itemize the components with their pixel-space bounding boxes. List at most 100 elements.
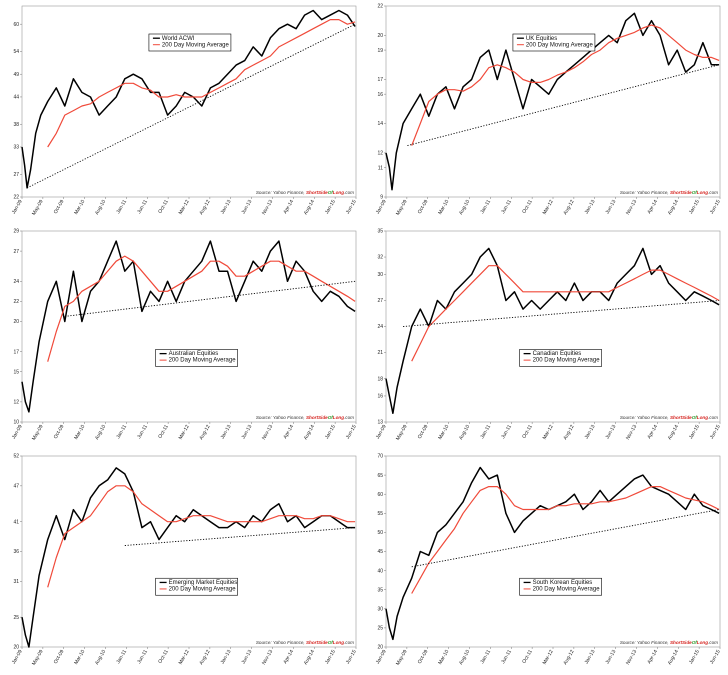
x-tick-label: Jan-15 bbox=[324, 424, 337, 440]
x-tick-label: Jun-13 bbox=[241, 424, 254, 440]
trendline bbox=[26, 23, 356, 189]
x-tick-label: Apr-14 bbox=[282, 199, 295, 215]
x-tick-label: Oct-09 bbox=[417, 199, 430, 215]
x-tick-label: Jan-09 bbox=[11, 424, 24, 440]
x-tick-label: Mar-12 bbox=[542, 199, 555, 216]
source-note-part: Of bbox=[692, 190, 698, 195]
source-note-part: Of bbox=[328, 415, 334, 420]
x-tick-label: Aug-14 bbox=[667, 199, 680, 216]
y-tick-label: 41 bbox=[13, 519, 19, 525]
x-tick-label: Aug-12 bbox=[562, 424, 575, 441]
y-tick-label: 44 bbox=[13, 95, 19, 101]
y-tick-label: 16 bbox=[377, 92, 383, 98]
y-tick-label: 20 bbox=[13, 645, 19, 651]
x-tick-label: Jun-11 bbox=[136, 199, 149, 215]
source-note-part: Long bbox=[333, 640, 344, 645]
source-note-part: Of bbox=[692, 640, 698, 645]
x-tick-label: Jun-13 bbox=[605, 649, 618, 665]
y-tick-label: 9 bbox=[380, 195, 383, 201]
y-tick-label: 55 bbox=[377, 511, 383, 517]
x-tick-label: May-09 bbox=[31, 199, 45, 217]
x-tick-label: Jan-13 bbox=[220, 199, 233, 215]
x-tick-label: Jan-11 bbox=[115, 199, 128, 215]
y-tick-label: 47 bbox=[13, 484, 19, 490]
moving-average-line bbox=[411, 486, 720, 594]
x-tick-label: Aug-14 bbox=[667, 424, 680, 441]
source-note: Source: Yahoo Finance, ShortSideOfLong.c… bbox=[620, 190, 718, 195]
x-tick-label: Nov-13 bbox=[261, 199, 274, 216]
y-tick-label: 33 bbox=[13, 145, 19, 151]
source-note-part: .com bbox=[708, 415, 718, 420]
y-tick-label: 27 bbox=[13, 249, 19, 255]
moving-average-line bbox=[411, 24, 720, 146]
x-tick-label: Jun-11 bbox=[136, 649, 149, 665]
chart-panel-1: 22 27 33 38 44 49 54 60 Jan-09 May-09 Oct-09 Mar-10… bbox=[0, 0, 364, 225]
x-tick-label: Jun-11 bbox=[136, 424, 149, 440]
chart-svg: 20 25 30 35 40 45 50 55 60 65 70 Jan-09 May-09 Oct-09… bbox=[375, 454, 722, 667]
x-tick-label: Oct-11 bbox=[157, 199, 170, 215]
y-tick-label: 20 bbox=[377, 33, 383, 39]
y-tick-label: 52 bbox=[13, 454, 19, 460]
x-tick-label: Aug-14 bbox=[303, 649, 316, 666]
x-tick-label: Jan-11 bbox=[115, 424, 128, 440]
x-tick-label: Aug-10 bbox=[458, 424, 471, 441]
x-tick-label: Mar-10 bbox=[73, 424, 86, 441]
x-tick-label: Nov-13 bbox=[261, 649, 274, 666]
y-tick-label: 20 bbox=[377, 645, 383, 651]
y-tick-label: 36 bbox=[13, 549, 19, 555]
y-tick-label: 12 bbox=[377, 151, 383, 157]
x-tick-label: Nov-13 bbox=[625, 424, 638, 441]
plot-frame bbox=[385, 230, 721, 423]
y-tick-label: 22 bbox=[13, 299, 19, 305]
x-tick-label: Jun-15 bbox=[709, 424, 722, 440]
x-tick-label: Mar-10 bbox=[437, 424, 450, 441]
y-tick-label: 22 bbox=[13, 195, 19, 201]
x-tick-label: Oct-11 bbox=[157, 649, 170, 665]
x-tick-label: Apr-14 bbox=[646, 649, 659, 665]
x-tick-label: Nov-13 bbox=[625, 199, 638, 216]
x-tick-label: Jan-13 bbox=[584, 424, 597, 440]
x-tick-label: Jan-11 bbox=[115, 649, 128, 665]
x-tick-label: Apr-14 bbox=[282, 649, 295, 665]
y-tick-label: 25 bbox=[13, 615, 19, 621]
y-tick-label: 30 bbox=[377, 607, 383, 613]
x-tick-label: Jun-13 bbox=[241, 199, 254, 215]
source-note-part: Long bbox=[333, 190, 344, 195]
source-note-part: ShortSide bbox=[670, 640, 692, 645]
x-tick-label: Jan-15 bbox=[324, 199, 337, 215]
source-note-part: Source: Yahoo Finance, bbox=[620, 415, 670, 420]
chart-svg: 20 25 31 36 41 47 52 Jan-09 May-09 Oct-09 Mar-10 Au… bbox=[11, 454, 358, 667]
source-note-part: .com bbox=[708, 640, 718, 645]
price-line bbox=[385, 247, 720, 415]
x-tick-label: Apr-14 bbox=[282, 424, 295, 440]
legend-label: Australian Equities bbox=[169, 351, 219, 357]
x-tick-label: Apr-14 bbox=[646, 424, 659, 440]
x-tick-label: Aug-10 bbox=[94, 424, 107, 441]
x-tick-label: Aug-10 bbox=[94, 649, 107, 666]
moving-average-line bbox=[47, 255, 356, 362]
x-tick-label: Jan-13 bbox=[584, 199, 597, 215]
moving-average-line bbox=[411, 265, 720, 362]
y-tick-label: 22 bbox=[377, 4, 383, 10]
x-tick-label: Jun-15 bbox=[345, 199, 358, 215]
x-tick-label: Jan-13 bbox=[220, 649, 233, 665]
x-tick-label: Nov-13 bbox=[625, 649, 638, 666]
x-tick-label: May-09 bbox=[395, 424, 409, 442]
x-tick-label: Jun-15 bbox=[345, 424, 358, 440]
x-tick-label: Aug-14 bbox=[303, 424, 316, 441]
trendline bbox=[124, 527, 356, 546]
x-tick-label: Jun-15 bbox=[345, 649, 358, 665]
x-tick-label: Oct-09 bbox=[417, 424, 430, 440]
x-tick-label: Aug-12 bbox=[562, 199, 575, 216]
x-tick-label: Jan-09 bbox=[11, 199, 24, 215]
y-tick-label: 17 bbox=[377, 77, 383, 83]
y-tick-label: 11 bbox=[378, 165, 383, 171]
x-tick-label: Mar-12 bbox=[178, 199, 191, 216]
source-note-part: Of bbox=[692, 415, 698, 420]
price-line bbox=[21, 240, 356, 413]
x-tick-label: Jun-13 bbox=[605, 199, 618, 215]
